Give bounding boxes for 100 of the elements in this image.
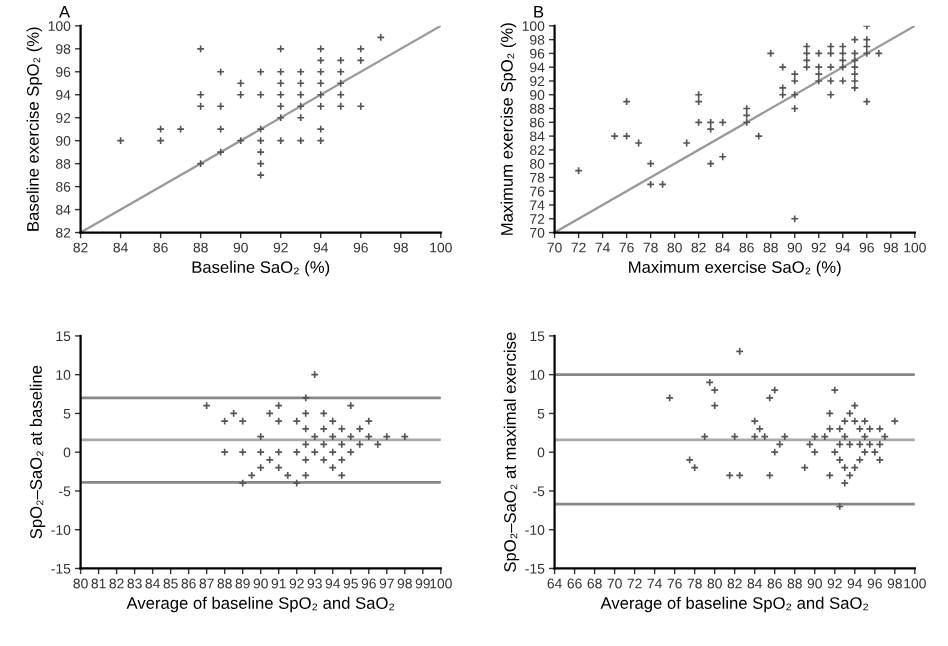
point	[870, 447, 880, 457]
chart-title: A	[59, 6, 71, 18]
point	[220, 447, 229, 457]
point	[328, 416, 337, 426]
point	[274, 447, 283, 457]
point	[316, 124, 325, 134]
point	[238, 447, 247, 457]
point	[850, 416, 860, 426]
point	[256, 432, 265, 441]
point	[256, 147, 265, 157]
point	[860, 416, 870, 426]
point	[236, 136, 245, 145]
point	[840, 432, 850, 441]
point	[730, 432, 739, 441]
point	[376, 33, 386, 42]
point	[296, 101, 305, 111]
point	[810, 432, 819, 441]
point	[274, 416, 283, 426]
point	[319, 424, 328, 434]
point	[216, 147, 225, 157]
point	[220, 416, 229, 426]
point	[860, 432, 870, 441]
point	[319, 455, 328, 465]
x-axis-title: Average of baseline SpO₂ and SaO₂	[126, 596, 395, 613]
point	[840, 478, 850, 488]
x-axis-title: Average of baseline SpO₂ and SaO₂	[600, 596, 869, 613]
point	[800, 463, 809, 472]
point	[765, 393, 774, 403]
point	[310, 432, 319, 441]
point	[310, 370, 319, 379]
point	[292, 478, 301, 488]
point	[685, 455, 694, 465]
point	[336, 67, 345, 77]
point	[301, 455, 310, 465]
point	[276, 44, 285, 54]
point	[274, 463, 283, 472]
point	[760, 432, 769, 441]
point	[890, 416, 900, 426]
point	[316, 44, 325, 54]
point	[296, 90, 305, 99]
point	[256, 124, 265, 134]
point	[855, 455, 865, 465]
point	[328, 463, 337, 472]
point	[296, 113, 305, 122]
point	[382, 432, 392, 441]
point	[820, 432, 829, 441]
point	[216, 67, 225, 77]
point	[825, 424, 835, 434]
point	[276, 67, 285, 77]
point	[835, 424, 845, 434]
point	[296, 136, 305, 145]
point	[336, 79, 345, 88]
point	[780, 432, 789, 441]
point	[316, 79, 325, 88]
point	[265, 455, 274, 465]
point	[865, 424, 875, 434]
chart-title: B	[534, 6, 544, 18]
point	[356, 44, 366, 54]
point	[292, 416, 301, 426]
point	[316, 67, 325, 77]
point	[770, 447, 779, 457]
point	[310, 447, 319, 457]
point	[236, 79, 245, 88]
point	[356, 56, 366, 65]
point	[850, 463, 860, 472]
point	[346, 401, 355, 410]
point	[830, 447, 840, 457]
point	[276, 101, 285, 111]
point	[855, 424, 865, 434]
y-axis-title: SpO₂–SaO₂ at baseline	[29, 365, 46, 539]
point	[216, 101, 225, 111]
point	[346, 432, 355, 441]
y-axis-title: Baseline exercise SpO₂ (%)	[26, 27, 43, 231]
point	[256, 90, 265, 99]
point	[316, 90, 325, 99]
point	[875, 455, 885, 465]
point	[400, 432, 410, 441]
point	[336, 101, 345, 111]
point	[276, 113, 285, 122]
point	[700, 432, 709, 441]
point	[337, 455, 346, 465]
point	[328, 447, 337, 457]
point	[301, 393, 310, 403]
x-axis-title: Baseline SaO₂ (%)	[192, 260, 330, 277]
point	[364, 432, 374, 441]
point	[355, 424, 365, 434]
y-axis-title: SpO₂–SaO₂ at maximal exercise	[503, 332, 520, 572]
point	[710, 401, 719, 410]
point	[750, 416, 759, 426]
point	[301, 424, 310, 434]
point	[276, 79, 285, 88]
point	[276, 90, 285, 99]
point	[840, 463, 850, 472]
point	[296, 79, 305, 88]
point	[238, 416, 247, 426]
point	[238, 478, 247, 488]
point	[316, 101, 325, 111]
point	[690, 463, 699, 472]
point	[274, 401, 283, 410]
point	[755, 424, 764, 434]
